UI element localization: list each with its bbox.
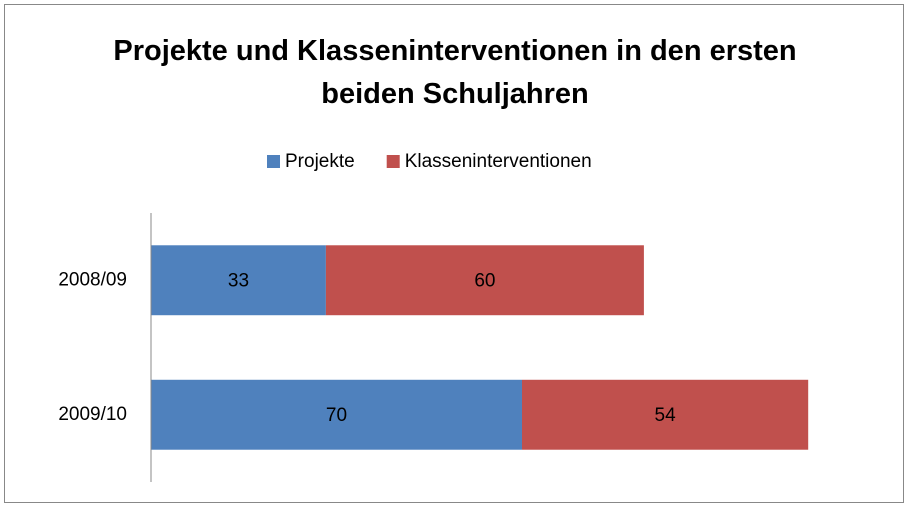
legend-label: Projekte <box>285 151 355 172</box>
data-label: 33 <box>228 270 249 291</box>
legend-label: Klasseninterventionen <box>405 151 592 172</box>
data-label: 54 <box>655 405 677 426</box>
y-tick-label: 2009/10 <box>58 404 127 425</box>
legend-swatch <box>267 155 280 168</box>
bar-segment <box>325 245 644 316</box>
y-tick-label: 2008/09 <box>58 269 127 290</box>
bar-segment <box>522 379 809 450</box>
chart-title: Projekte und Klasseninterventionen in de… <box>113 35 797 110</box>
data-label: 60 <box>474 270 495 291</box>
bar-segment <box>151 379 522 450</box>
bar-segment <box>151 245 326 316</box>
legend-swatch <box>386 155 400 168</box>
data-label: 70 <box>326 405 347 426</box>
